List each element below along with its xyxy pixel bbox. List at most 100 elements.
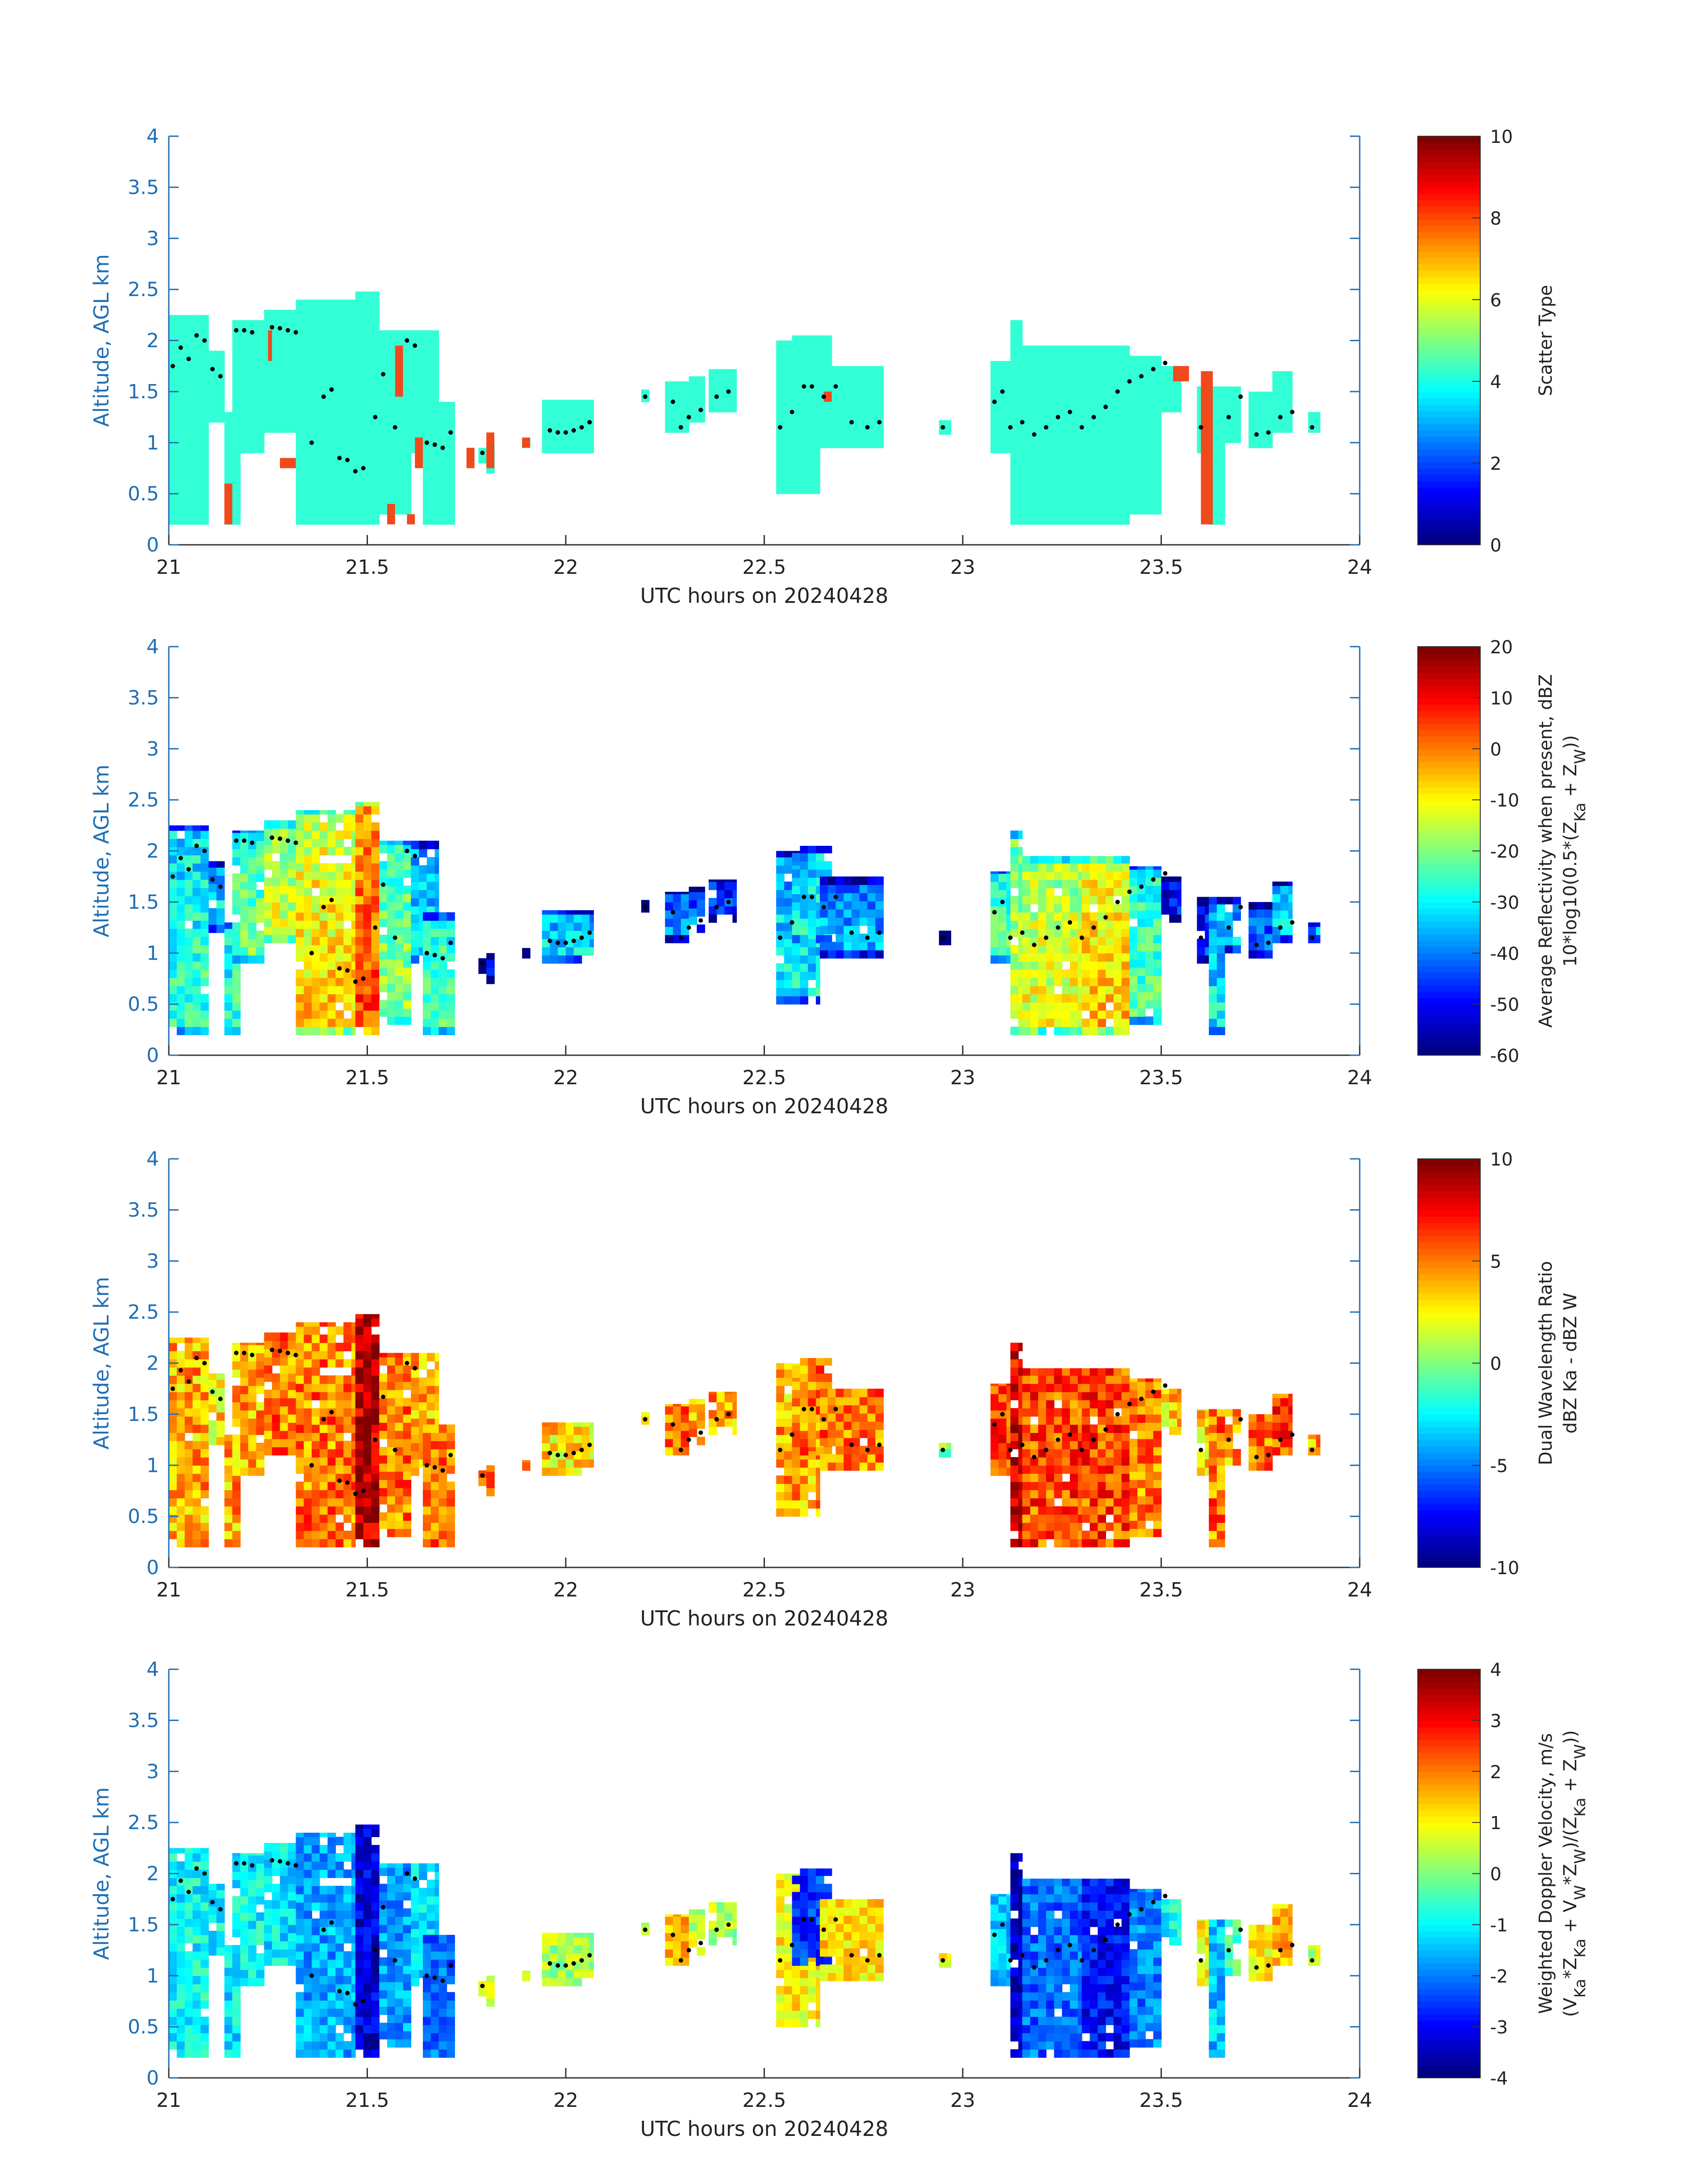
data-cell [312, 944, 320, 953]
data-cell [419, 1361, 427, 1370]
data-cell [1022, 961, 1031, 970]
data-cell [558, 955, 566, 964]
data-cell [558, 1442, 566, 1451]
x-tick-label: 22.5 [743, 1066, 786, 1089]
data-cell [312, 928, 320, 937]
data-cell [438, 1010, 447, 1019]
data-cell [379, 408, 388, 417]
data-cell [169, 1391, 177, 1400]
data-cell [1018, 483, 1023, 492]
data-cell [232, 459, 241, 468]
data-cell [296, 904, 305, 913]
colorbar-segment [1418, 883, 1480, 890]
data-cell [403, 853, 412, 862]
data-cell [784, 979, 793, 988]
colorbar-segment [1418, 213, 1480, 220]
data-cell [355, 385, 364, 394]
data-cell [355, 986, 364, 994]
data-cell [343, 1400, 352, 1408]
data-cell [681, 902, 689, 911]
data-cell [312, 1002, 320, 1011]
data-cell [1070, 871, 1078, 880]
cloud-base-dot [547, 938, 552, 943]
data-cell [434, 355, 439, 364]
data-cell [387, 886, 396, 894]
data-cell [327, 516, 336, 525]
cloud-base-dot [373, 415, 378, 420]
data-cell [240, 1385, 249, 1394]
data-cell [776, 404, 785, 413]
data-cell [724, 882, 733, 890]
data-cell [776, 1377, 785, 1386]
data-cell [776, 988, 785, 997]
data-cell [208, 1437, 217, 1446]
data-cell [248, 1377, 257, 1386]
data-cell [784, 906, 793, 915]
data-cell [256, 865, 265, 874]
data-cell [550, 1426, 558, 1435]
data-cell [1224, 944, 1233, 953]
data-cell [784, 347, 793, 355]
data-cell [820, 925, 828, 934]
data-cell [176, 459, 185, 468]
data-cell [176, 879, 185, 888]
data-cell [419, 379, 427, 388]
data-cell [216, 908, 225, 917]
data-cell [379, 1520, 388, 1529]
data-cell [280, 367, 288, 376]
data-cell [176, 1351, 185, 1360]
data-cell [200, 863, 209, 872]
data-cell [1121, 969, 1130, 978]
data-cell [1046, 936, 1055, 945]
data-cell [589, 420, 594, 429]
data-cell [256, 848, 265, 857]
data-cell [371, 1506, 380, 1515]
data-cell [371, 1457, 380, 1466]
data-cell [371, 344, 380, 353]
data-cell [327, 1530, 336, 1539]
data-cell [304, 1010, 312, 1019]
data-cell [176, 401, 185, 410]
data-cell [256, 428, 265, 437]
data-cell [1022, 871, 1031, 880]
data-cell [1018, 500, 1023, 509]
data-cell [256, 947, 265, 956]
data-cell [264, 1422, 272, 1431]
data-cell [208, 892, 217, 901]
data-cell [542, 914, 551, 923]
data-cell [232, 1442, 241, 1451]
data-cell [816, 1467, 820, 1476]
data-cell [784, 865, 793, 874]
data-cell [784, 1418, 793, 1427]
data-cell [1038, 887, 1047, 896]
data-cell [1018, 435, 1023, 443]
data-cell [816, 861, 824, 870]
data-cell [1232, 410, 1241, 419]
data-cell [1006, 371, 1011, 380]
data-cell [447, 1002, 455, 1011]
data-cell [1018, 475, 1023, 484]
cloud-base-dot [714, 394, 719, 399]
data-cell [447, 953, 455, 962]
data-cell [808, 861, 816, 870]
colorbar-segment [1418, 417, 1480, 424]
data-cell [542, 910, 551, 915]
data-cell [327, 830, 336, 839]
data-cell [732, 396, 737, 405]
data-cell [800, 853, 809, 862]
data-cell [1038, 467, 1047, 476]
cloud-base-dot [686, 415, 691, 420]
data-cell [844, 407, 852, 416]
data-cell [808, 955, 816, 964]
data-cell [351, 328, 356, 337]
data-cell [665, 1414, 673, 1423]
data-cell [1022, 500, 1031, 509]
data-cell [776, 347, 785, 355]
data-cell [327, 1465, 336, 1474]
data-cell [319, 969, 328, 978]
data-cell [1145, 992, 1154, 1001]
data-cell [792, 853, 801, 862]
data-cell [403, 465, 412, 474]
data-cell [280, 375, 288, 384]
data-cell [319, 435, 328, 443]
